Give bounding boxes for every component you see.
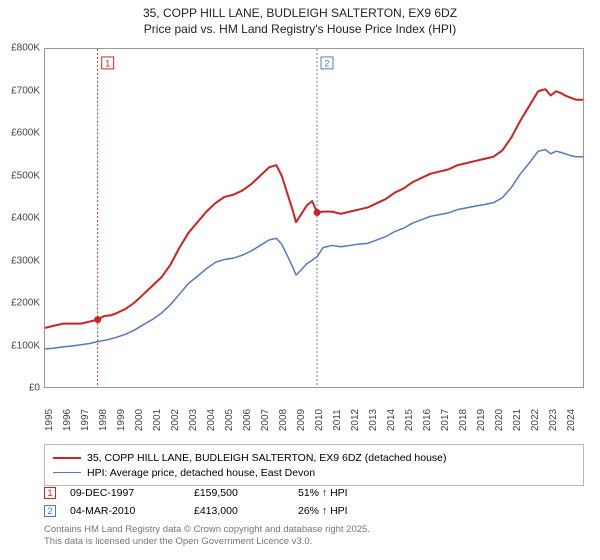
x-tick-label: 2005 — [224, 409, 235, 431]
x-tick-label: 2008 — [278, 409, 289, 431]
footer-line1: Contains HM Land Registry data © Crown c… — [44, 524, 584, 536]
y-tick-label: £800K — [11, 43, 40, 54]
svg-text:2: 2 — [325, 58, 330, 68]
x-tick-label: 2021 — [512, 409, 523, 431]
x-tick-label: 2012 — [350, 409, 361, 431]
x-tick-label: 2017 — [440, 409, 451, 431]
x-tick-label: 2015 — [404, 409, 415, 431]
chart-title: 35, COPP HILL LANE, BUDLEIGH SALTERTON, … — [0, 0, 600, 37]
x-tick-label: 2003 — [188, 409, 199, 431]
sale-row: 1 09-DEC-1997 £159,500 51% ↑ HPI — [44, 484, 584, 502]
sale-date: 09-DEC-1997 — [70, 487, 180, 499]
y-tick-label: £400K — [11, 213, 40, 224]
x-tick-label: 2023 — [548, 409, 559, 431]
footer-line2: This data is licensed under the Open Gov… — [44, 536, 584, 548]
sale-price: £159,500 — [194, 487, 284, 499]
chart-svg: 12 — [45, 49, 583, 387]
y-tick-label: £300K — [11, 255, 40, 266]
x-tick-label: 2007 — [260, 409, 271, 431]
legend-swatch-1 — [53, 457, 81, 459]
y-tick-label: £700K — [11, 85, 40, 96]
x-tick-label: 2011 — [332, 409, 343, 431]
x-tick-label: 2004 — [206, 409, 217, 431]
x-tick-label: 2016 — [422, 409, 433, 431]
x-tick-label: 1996 — [62, 409, 73, 431]
title-line1: 35, COPP HILL LANE, BUDLEIGH SALTERTON, … — [0, 6, 600, 22]
x-tick-label: 2009 — [296, 409, 307, 431]
legend-item: HPI: Average price, detached house, East… — [53, 465, 575, 480]
sale-price: £413,000 — [194, 505, 284, 517]
y-tick-label: £600K — [11, 128, 40, 139]
x-tick-label: 2013 — [368, 409, 379, 431]
y-axis: £0£100K£200K£300K£400K£500K£600K£700K£80… — [0, 48, 44, 388]
y-tick-label: £0 — [29, 383, 40, 394]
y-tick-label: £100K — [11, 340, 40, 351]
legend-label: HPI: Average price, detached house, East… — [87, 467, 315, 479]
x-tick-label: 2006 — [242, 409, 253, 431]
footer: Contains HM Land Registry data © Crown c… — [44, 524, 584, 548]
x-tick-label: 1999 — [116, 409, 127, 431]
x-tick-label: 2024 — [566, 409, 577, 431]
sale-row: 2 04-MAR-2010 £413,000 26% ↑ HPI — [44, 502, 584, 520]
legend-swatch-2 — [53, 472, 81, 474]
y-tick-label: £500K — [11, 170, 40, 181]
sales-table: 1 09-DEC-1997 £159,500 51% ↑ HPI 2 04-MA… — [44, 484, 584, 520]
x-tick-label: 2002 — [170, 409, 181, 431]
legend: 35, COPP HILL LANE, BUDLEIGH SALTERTON, … — [44, 444, 584, 486]
x-tick-label: 2018 — [458, 409, 469, 431]
x-tick-label: 2020 — [494, 409, 505, 431]
sale-date: 04-MAR-2010 — [70, 505, 180, 517]
x-tick-label: 2010 — [314, 409, 325, 431]
x-tick-label: 1997 — [80, 409, 91, 431]
plot-area: 12 — [44, 48, 584, 388]
svg-text:1: 1 — [105, 58, 110, 68]
x-tick-label: 1995 — [44, 409, 55, 431]
title-line2: Price paid vs. HM Land Registry's House … — [0, 22, 600, 38]
x-tick-label: 2000 — [134, 409, 145, 431]
x-axis: 1995 1996 1997 1998 1999 2000 2001 2002 2003 2004… — [44, 390, 584, 440]
x-tick-label: 2001 — [152, 409, 163, 431]
x-tick-label: 2022 — [530, 409, 541, 431]
sale-marker-1: 1 — [44, 487, 56, 499]
x-tick-label: 2014 — [386, 409, 397, 431]
sale-hpi: 51% ↑ HPI — [298, 487, 348, 499]
legend-item: 35, COPP HILL LANE, BUDLEIGH SALTERTON, … — [53, 450, 575, 465]
x-tick-label: 1998 — [98, 409, 109, 431]
y-tick-label: £200K — [11, 298, 40, 309]
x-tick-label: 2019 — [476, 409, 487, 431]
sale-hpi: 26% ↑ HPI — [298, 505, 348, 517]
sale-marker-2: 2 — [44, 505, 56, 517]
legend-label: 35, COPP HILL LANE, BUDLEIGH SALTERTON, … — [87, 452, 447, 464]
